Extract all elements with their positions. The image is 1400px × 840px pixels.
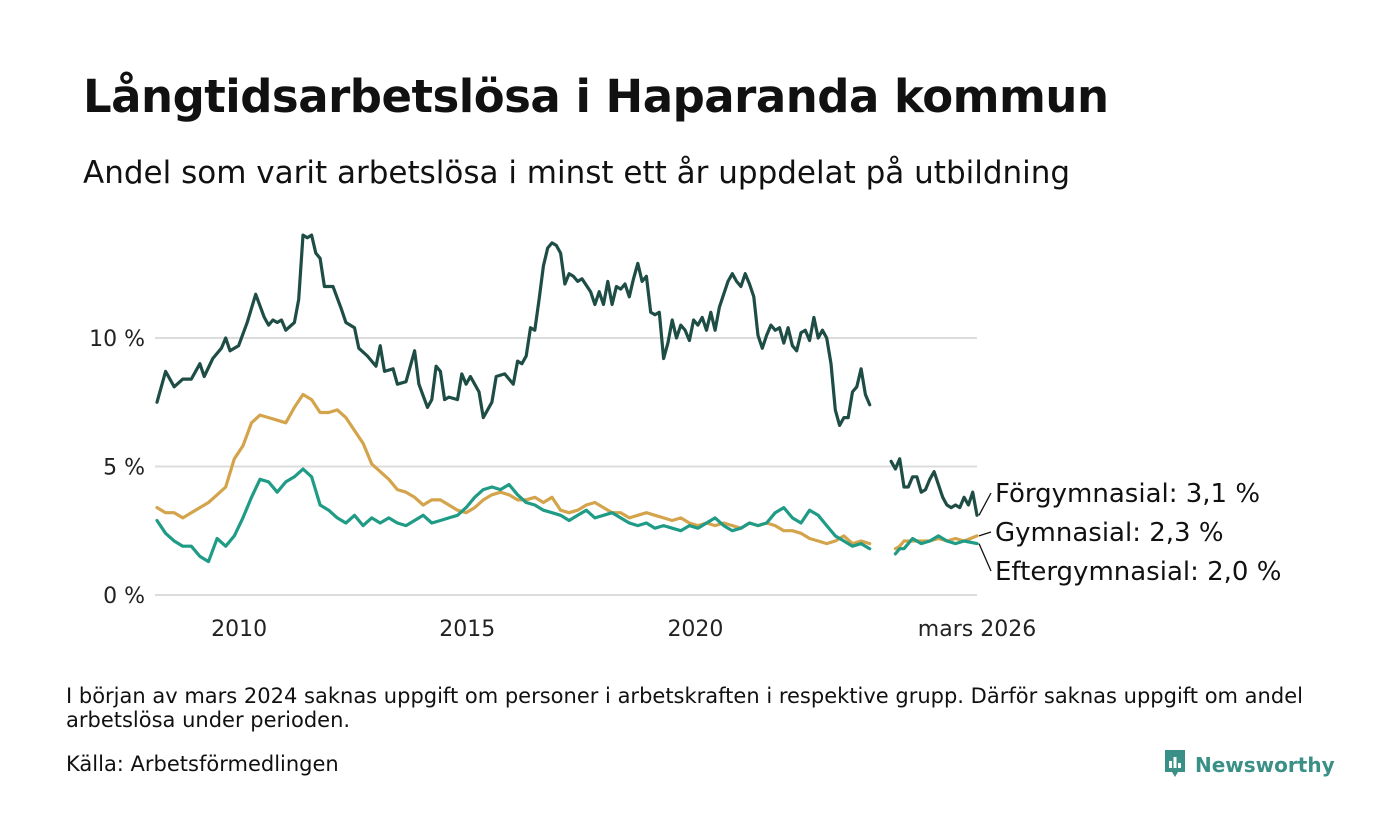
series-line-gymnasial [155,392,872,546]
series-line-eftergymnasial [155,467,872,564]
x-tick-label: 2020 [667,617,723,642]
line-chart: 0 % 5 % 10 % 2010 2015 2020 mars 2026 Förgymnas… [89,233,1281,642]
label-leader-line [978,531,992,537]
source-credit: Källa: Arbetsförmedlingen [66,752,339,776]
y-tick-label: 0 % [103,584,145,609]
series-end-label: Gymnasial: 2,3 % [995,518,1224,548]
series-line-förgymnasial [889,457,979,517]
label-leader-line [978,543,992,572]
newsworthy-logo-icon [1163,748,1187,782]
series-line-eftergymnasial [893,534,979,556]
brand-logo[interactable]: Newsworthy [1163,748,1335,782]
chart-subtitle: Andel som varit arbetslösa i minst ett å… [83,155,1071,191]
y-tick-label: 5 % [103,455,145,480]
label-leader-line [978,492,992,516]
series-end-label: Förgymnasial: 3,1 % [995,479,1260,509]
footnote: I början av mars 2024 saknas uppgift om … [66,684,1303,732]
x-tick-label: 2010 [211,617,267,642]
brand-name: Newsworthy [1195,753,1335,777]
y-tick-label: 10 % [89,327,145,352]
series-line-förgymnasial [155,233,872,427]
x-tick-label: 2015 [439,617,495,642]
series-end-label: Eftergymnasial: 2,0 % [995,557,1281,587]
chart-title: Långtidsarbetslösa i Haparanda kommun [83,70,1109,123]
x-tick-label: mars 2026 [918,617,1036,642]
